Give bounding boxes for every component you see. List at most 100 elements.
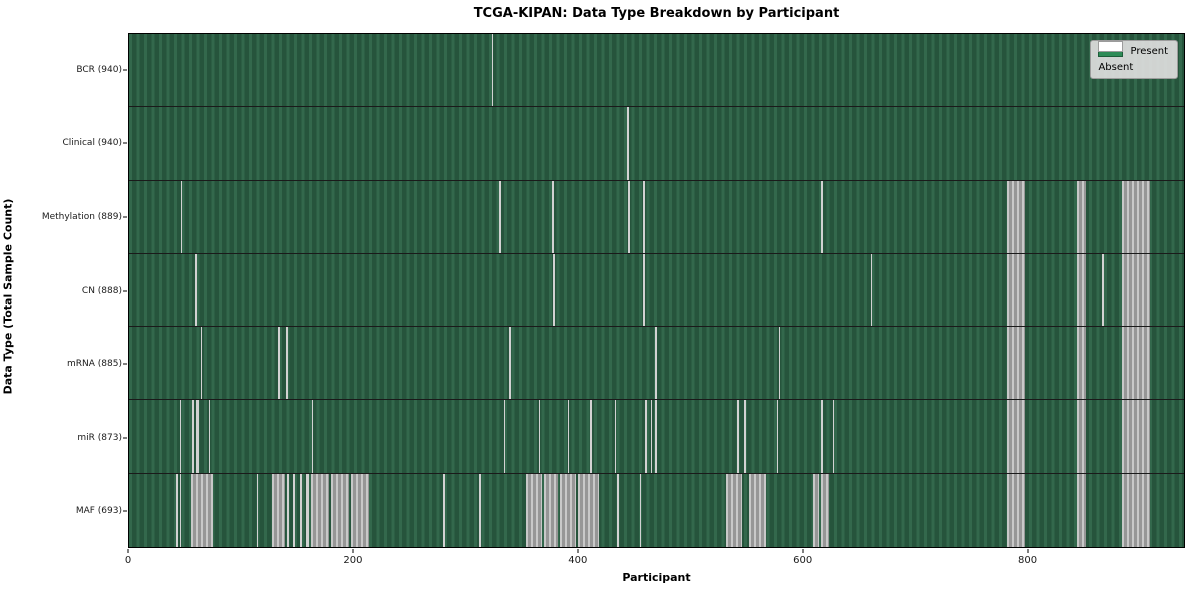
y-tick-label-clinical: Clinical (940) <box>62 138 122 149</box>
absent-stripe <box>748 473 767 547</box>
heatmap-row-methylation <box>129 180 1184 254</box>
absent-stripe <box>351 473 370 547</box>
y-tick-mark <box>123 510 127 512</box>
legend: Present Absent <box>1090 40 1178 79</box>
x-tick-mark <box>127 549 129 553</box>
absent-stripe <box>1122 473 1151 547</box>
y-tick-labels: BCR (940) Clinical (940) Methylation (889)… <box>0 33 127 548</box>
absent-stripe <box>1006 180 1025 253</box>
absent-stripe <box>503 400 506 473</box>
absent-stripe <box>1077 473 1087 547</box>
x-tick-label-800: 800 <box>1018 555 1038 566</box>
absent-stripe <box>821 473 830 547</box>
chart-title: TCGA-KIPAN: Data Type Breakdown by Parti… <box>473 6 840 21</box>
absent-stripe <box>643 253 645 327</box>
absent-stripe <box>567 400 570 473</box>
absent-stripe <box>278 327 280 400</box>
absent-stripe <box>590 400 592 473</box>
absent-stripe <box>1122 400 1151 473</box>
absent-stripe <box>292 473 296 547</box>
absent-stripe <box>1077 253 1087 327</box>
absent-stripe <box>331 473 349 547</box>
absent-stripe <box>1006 327 1025 400</box>
x-tick-mark <box>577 549 579 553</box>
absent-stripe <box>1006 473 1025 547</box>
absent-stripe <box>286 327 288 400</box>
absent-stripe <box>627 107 629 180</box>
absent-stripe <box>812 473 820 547</box>
x-tick-label-400: 400 <box>568 555 588 566</box>
heatmap-row-mrna <box>129 327 1184 401</box>
absent-stripe <box>628 180 630 253</box>
absent-swatch <box>1098 41 1124 52</box>
absent-stripe <box>821 180 823 253</box>
absent-stripe <box>559 473 576 547</box>
legend-present-label: Present <box>1130 46 1168 57</box>
absent-stripe <box>553 253 555 327</box>
plot-area: Present Absent <box>128 33 1185 548</box>
absent-stripe <box>577 473 600 547</box>
absent-stripe <box>306 473 309 547</box>
absent-stripe <box>180 180 183 253</box>
absent-stripe <box>311 400 314 473</box>
legend-absent-label: Absent <box>1098 62 1134 73</box>
absent-stripe <box>443 473 445 547</box>
absent-stripe <box>195 253 197 327</box>
absent-stripe <box>509 327 511 400</box>
x-tick-label-200: 200 <box>343 555 363 566</box>
absent-stripe <box>191 400 195 473</box>
absent-stripe <box>1006 253 1025 327</box>
absent-stripe <box>310 473 329 547</box>
absent-stripe <box>538 400 541 473</box>
absent-stripe <box>737 400 739 473</box>
heatmap-row-cn <box>129 253 1184 328</box>
x-axis: 0 200 400 600 800 <box>124 548 1185 578</box>
absent-stripe <box>821 400 823 473</box>
absent-stripe <box>287 473 290 547</box>
absent-stripe <box>639 473 642 547</box>
absent-stripe <box>650 400 653 473</box>
heatmap-row-maf <box>129 473 1184 547</box>
absent-stripe <box>544 473 558 547</box>
absent-stripe <box>1102 253 1104 327</box>
x-tick-mark <box>1027 549 1029 553</box>
heatmap-row-clinical <box>129 107 1184 181</box>
absent-stripe <box>179 400 181 473</box>
absent-stripe <box>655 400 657 473</box>
absent-stripe <box>645 400 647 473</box>
absent-stripe <box>726 473 742 547</box>
absent-stripe <box>655 327 657 400</box>
absent-stripe <box>1006 400 1025 473</box>
absent-stripe <box>499 180 501 253</box>
absent-stripe <box>552 180 554 253</box>
absent-stripe <box>1077 180 1087 253</box>
y-tick-label-mrna: mRNA (885) <box>67 359 122 370</box>
absent-stripe <box>617 473 619 547</box>
y-tick-label-mir: miR (873) <box>77 432 122 443</box>
x-tick-label-0: 0 <box>124 555 132 566</box>
absent-stripe <box>491 34 494 107</box>
x-tick-mark <box>352 549 354 553</box>
absent-stripe <box>176 473 178 547</box>
absent-stripe <box>526 473 542 547</box>
y-tick-mark <box>123 290 127 291</box>
absent-stripe <box>744 400 746 473</box>
absent-stripe <box>299 473 302 547</box>
absent-stripe <box>196 400 199 473</box>
y-tick-label-cn: CN (888) <box>81 285 122 296</box>
absent-stripe <box>1077 327 1087 400</box>
absent-stripe <box>1077 400 1087 473</box>
absent-stripe <box>479 473 481 547</box>
heatmap-row-mir <box>129 400 1184 474</box>
absent-stripe <box>614 400 617 473</box>
y-tick-mark <box>123 216 127 218</box>
legend-entry-absent: Absent <box>1098 41 1168 73</box>
y-tick-mark <box>123 363 127 365</box>
absent-stripe <box>208 400 211 473</box>
x-axis-label: Participant <box>622 571 691 584</box>
absent-stripe <box>200 327 203 400</box>
y-tick-label-methylation: Methylation (889) <box>41 211 122 222</box>
absent-stripe <box>643 180 645 253</box>
absent-stripe <box>179 473 181 547</box>
